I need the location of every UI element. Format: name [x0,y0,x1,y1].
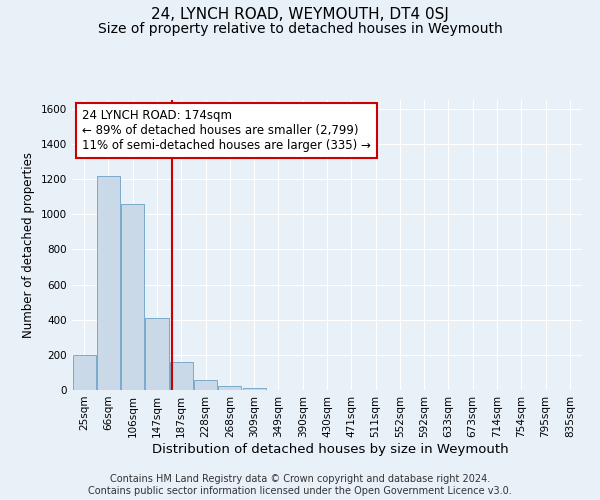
Text: Contains public sector information licensed under the Open Government Licence v3: Contains public sector information licen… [88,486,512,496]
Text: 24, LYNCH ROAD, WEYMOUTH, DT4 0SJ: 24, LYNCH ROAD, WEYMOUTH, DT4 0SJ [151,8,449,22]
Text: Distribution of detached houses by size in Weymouth: Distribution of detached houses by size … [152,442,508,456]
Bar [170,362,193,390]
Text: Size of property relative to detached houses in Weymouth: Size of property relative to detached ho… [98,22,502,36]
Bar [242,388,266,390]
Bar [73,355,95,390]
Text: 24 LYNCH ROAD: 174sqm
← 89% of detached houses are smaller (2,799)
11% of semi-d: 24 LYNCH ROAD: 174sqm ← 89% of detached … [82,108,371,152]
Text: Contains HM Land Registry data © Crown copyright and database right 2024.: Contains HM Land Registry data © Crown c… [110,474,490,484]
Bar [194,380,217,390]
Y-axis label: Number of detached properties: Number of detached properties [22,152,35,338]
Bar [218,386,241,390]
Bar [145,318,169,390]
Bar [121,204,144,390]
Bar [97,176,120,390]
